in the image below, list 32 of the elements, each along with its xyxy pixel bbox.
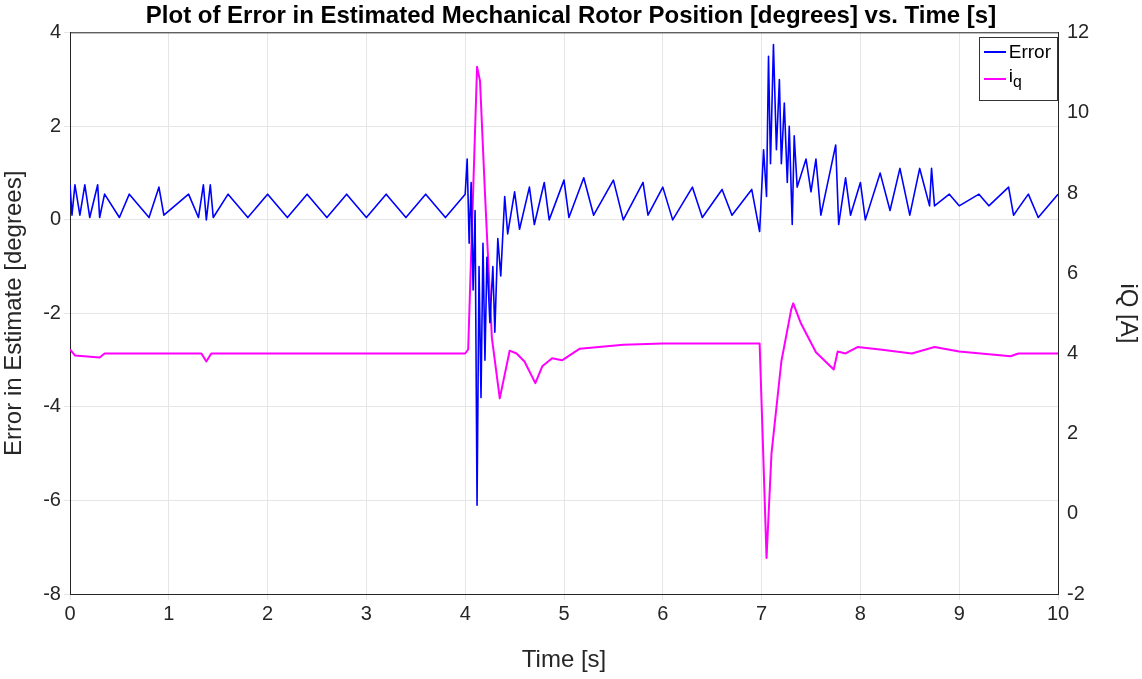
y2-tick-label: 12 [1067,20,1090,43]
y-tick-label: 0 [49,207,61,230]
y-axis-title: Error in Estimate [degrees] [0,170,27,457]
y-tick-label: -6 [43,487,61,510]
x-tick-label: 2 [262,601,274,624]
y-tick-label: 2 [49,113,61,136]
y2-tick-label: -2 [1067,581,1085,604]
x-tick-label: 9 [953,601,965,624]
x-tick-label: 0 [64,601,76,624]
x-tick-label: 3 [360,601,372,624]
y-tick-label: -8 [43,581,61,604]
y2-tick-label: 4 [1067,341,1079,363]
x-axis-title: Time [s] [521,645,607,673]
legend-label: Error [1008,40,1051,64]
x-tick-label: 5 [558,601,570,624]
y2-tick-label: 6 [1067,260,1079,283]
legend-label: i$_{q}$ [1008,64,1022,92]
y2-tick-label: 2 [1067,421,1079,444]
y-tick-label: 4 [49,20,61,43]
x-tick-label: 1 [163,601,175,624]
x-tick-label: 6 [657,601,669,624]
x-tick-label: 10 [1046,601,1070,624]
y2-tick-label: 8 [1067,180,1079,203]
x-tick-label: 4 [459,601,471,624]
x-tick-label: 7 [756,601,768,624]
y-tick-label: -4 [43,394,61,417]
x-tick-label: 8 [854,601,866,624]
chart-title: Plot of Error in Estimated Mechanical Rotor Position [degrees] vs. Time [s] [145,1,997,29]
y2-tick-label: 10 [1067,100,1090,123]
y2-axis-title: iQ [A] [1115,283,1142,344]
y-tick-label: -2 [43,300,61,323]
y2-tick-label: 0 [1067,501,1079,524]
